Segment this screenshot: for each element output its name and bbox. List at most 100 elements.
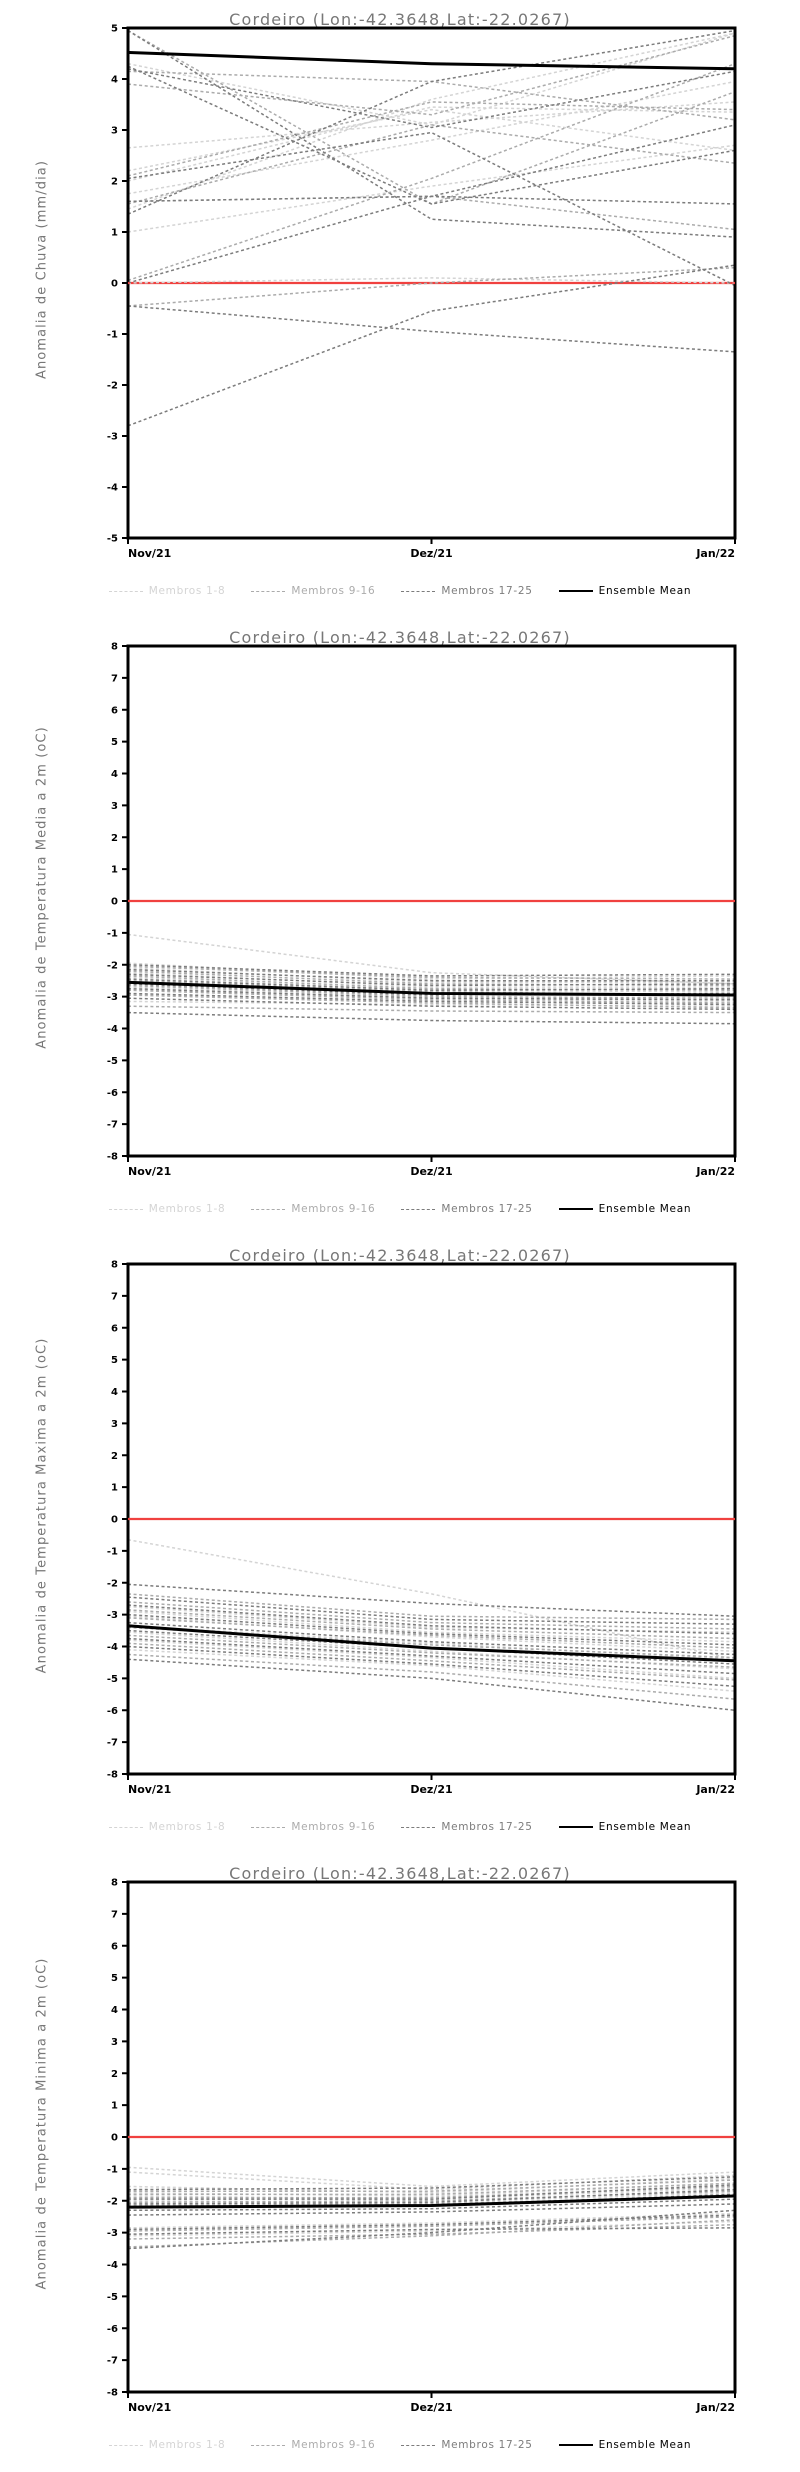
svg-text:Dez/21: Dez/21: [410, 1165, 452, 1178]
svg-text:1: 1: [111, 1483, 118, 1494]
legend-item-membros-17-25: Membros 17-25: [401, 2439, 532, 2451]
legend-item-membros-9-16: Membros 9-16: [251, 585, 375, 597]
chart-panel-tmaxima: Cordeiro (Lon:-42.3648,Lat:-22.0267) Ano…: [0, 1236, 800, 1854]
svg-text:7: 7: [111, 673, 118, 684]
svg-text:3: 3: [111, 2037, 118, 2048]
svg-text:-2: -2: [107, 1578, 118, 1589]
svg-text:3: 3: [111, 801, 118, 812]
svg-text:-6: -6: [107, 2324, 118, 2335]
svg-text:-2: -2: [107, 381, 118, 392]
legend-label: Ensemble Mean: [598, 1821, 692, 1833]
plot-svg-tmedia: 8 7 6 5 4 3 2 1 0 -1 -2 -3 -4 -5 -6 -7 -8 Nov/21 Dez/21 Jan…: [107, 642, 737, 1178]
svg-text:7: 7: [111, 1291, 118, 1302]
svg-text:-7: -7: [107, 1120, 118, 1131]
svg-text:-7: -7: [107, 1738, 118, 1749]
legend-label: Membros 1-8: [148, 1203, 226, 1215]
plot-svg-precip: 5 4 3 2 1 0 -1 -2 -3 -4 -5 Nov/21 Dez/21 Jan/22: [107, 24, 737, 560]
svg-text:1: 1: [111, 865, 118, 876]
plot-svg-tmaxima: 8 7 6 5 4 3 2 1 0 -1 -2 -3 -4 -5 -6 -7 -8 Nov/21 Dez/21 Jan…: [107, 1260, 737, 1796]
legend-precip: Membros 1-8 Membros 9-16 Membros 17-25 E…: [0, 578, 800, 604]
legend-label: Ensemble Mean: [598, 1203, 692, 1215]
svg-text:2: 2: [111, 833, 118, 844]
legend-item-ensemble-mean: Ensemble Mean: [558, 2439, 692, 2451]
svg-text:-4: -4: [107, 1024, 118, 1035]
svg-text:-8: -8: [107, 1152, 118, 1163]
legend-label: Membros 9-16: [291, 1821, 376, 1833]
svg-text:6: 6: [111, 1941, 118, 1952]
legend-item-membros-1-8: Membros 1-8: [108, 1203, 226, 1215]
svg-text:2: 2: [111, 2069, 118, 2080]
legend-item-membros-1-8: Membros 1-8: [108, 585, 226, 597]
legend-swatch-dashed-icon: [108, 1208, 143, 1210]
svg-text:3: 3: [111, 126, 118, 137]
legend-label: Ensemble Mean: [598, 2439, 692, 2451]
legend-swatch-solid-icon: [558, 2444, 593, 2446]
plot-area-precip: Anomalia de Chuva (mm/dia) 5 4 3 2 1 0 -1 -2 -3-…: [0, 0, 800, 618]
legend-item-membros-17-25: Membros 17-25: [401, 585, 532, 597]
svg-text:-2: -2: [107, 960, 118, 971]
chart-panel-tmedia: Cordeiro (Lon:-42.3648,Lat:-22.0267) Ano…: [0, 618, 800, 1236]
chart-title-tminima: Cordeiro (Lon:-42.3648,Lat:-22.0267): [229, 1864, 571, 1883]
legend-label: Membros 1-8: [148, 2439, 226, 2451]
svg-text:8: 8: [111, 1878, 118, 1889]
svg-text:-8: -8: [107, 1770, 118, 1781]
chart-title-tmedia: Cordeiro (Lon:-42.3648,Lat:-22.0267): [229, 628, 571, 647]
svg-text:-3: -3: [107, 1610, 118, 1621]
chart-title-tmaxima: Cordeiro (Lon:-42.3648,Lat:-22.0267): [229, 1246, 571, 1265]
svg-text:4: 4: [111, 75, 118, 86]
svg-text:0: 0: [111, 279, 118, 290]
svg-text:Jan/22: Jan/22: [695, 1165, 735, 1178]
legend-label: Membros 17-25: [441, 1821, 533, 1833]
legend-item-membros-1-8: Membros 1-8: [108, 1821, 226, 1833]
legend-swatch-dashed-icon: [251, 1208, 286, 1210]
svg-text:3: 3: [111, 1419, 118, 1430]
legend-item-ensemble-mean: Ensemble Mean: [558, 585, 692, 597]
chart-panel-precip: Cordeiro (Lon:-42.3648,Lat:-22.0267) Ano…: [0, 0, 800, 618]
svg-text:4: 4: [111, 769, 118, 780]
svg-text:-5: -5: [107, 1056, 118, 1067]
svg-text:Jan/22: Jan/22: [695, 2401, 735, 2414]
legend-item-membros-9-16: Membros 9-16: [251, 1203, 375, 1215]
svg-text:Dez/21: Dez/21: [410, 2401, 452, 2414]
plot-area-tmaxima: Anomalia de Temperatura Maxima a 2m (oC)…: [0, 1236, 800, 1854]
svg-text:-1: -1: [107, 1546, 118, 1557]
legend-swatch-dashed-icon: [108, 1826, 143, 1828]
svg-text:-8: -8: [107, 2388, 118, 2399]
svg-text:6: 6: [111, 1323, 118, 1334]
legend-label: Membros 9-16: [291, 585, 376, 597]
svg-text:7: 7: [111, 1909, 118, 1920]
svg-text:-6: -6: [107, 1706, 118, 1717]
svg-text:Nov/21: Nov/21: [128, 547, 171, 560]
svg-text:5: 5: [111, 24, 118, 35]
legend-label: Membros 17-25: [441, 585, 533, 597]
svg-text:0: 0: [111, 897, 118, 908]
svg-text:Dez/21: Dez/21: [410, 1783, 452, 1796]
svg-text:Nov/21: Nov/21: [128, 1783, 171, 1796]
legend-tmedia: Membros 1-8 Membros 9-16 Membros 17-25 E…: [0, 1196, 800, 1222]
svg-text:1: 1: [111, 228, 118, 239]
legend-swatch-dashed-icon: [251, 2444, 286, 2446]
legend-label: Membros 1-8: [148, 585, 226, 597]
svg-text:-4: -4: [107, 2260, 118, 2271]
legend-swatch-dashed-icon: [401, 1826, 436, 1828]
svg-text:8: 8: [111, 642, 118, 653]
svg-text:-7: -7: [107, 2356, 118, 2367]
legend-label: Membros 9-16: [291, 1203, 376, 1215]
legend-item-ensemble-mean: Ensemble Mean: [558, 1821, 692, 1833]
svg-text:0: 0: [111, 1515, 118, 1526]
legend-item-membros-17-25: Membros 17-25: [401, 1203, 532, 1215]
legend-tmaxima: Membros 1-8 Membros 9-16 Membros 17-25 E…: [0, 1814, 800, 1840]
legend-swatch-dashed-icon: [251, 590, 286, 592]
svg-text:-5: -5: [107, 2292, 118, 2303]
svg-text:-5: -5: [107, 1674, 118, 1685]
svg-text:2: 2: [111, 177, 118, 188]
legend-label: Membros 9-16: [291, 2439, 376, 2451]
svg-text:-2: -2: [107, 2196, 118, 2207]
svg-text:0: 0: [111, 2133, 118, 2144]
svg-text:Nov/21: Nov/21: [128, 1165, 171, 1178]
plot-area-tminima: Anomalia de Temperatura Minima a 2m (oC)…: [0, 1854, 800, 2472]
svg-text:Dez/21: Dez/21: [410, 547, 452, 560]
svg-text:Jan/22: Jan/22: [695, 547, 735, 560]
legend-item-membros-17-25: Membros 17-25: [401, 1821, 532, 1833]
